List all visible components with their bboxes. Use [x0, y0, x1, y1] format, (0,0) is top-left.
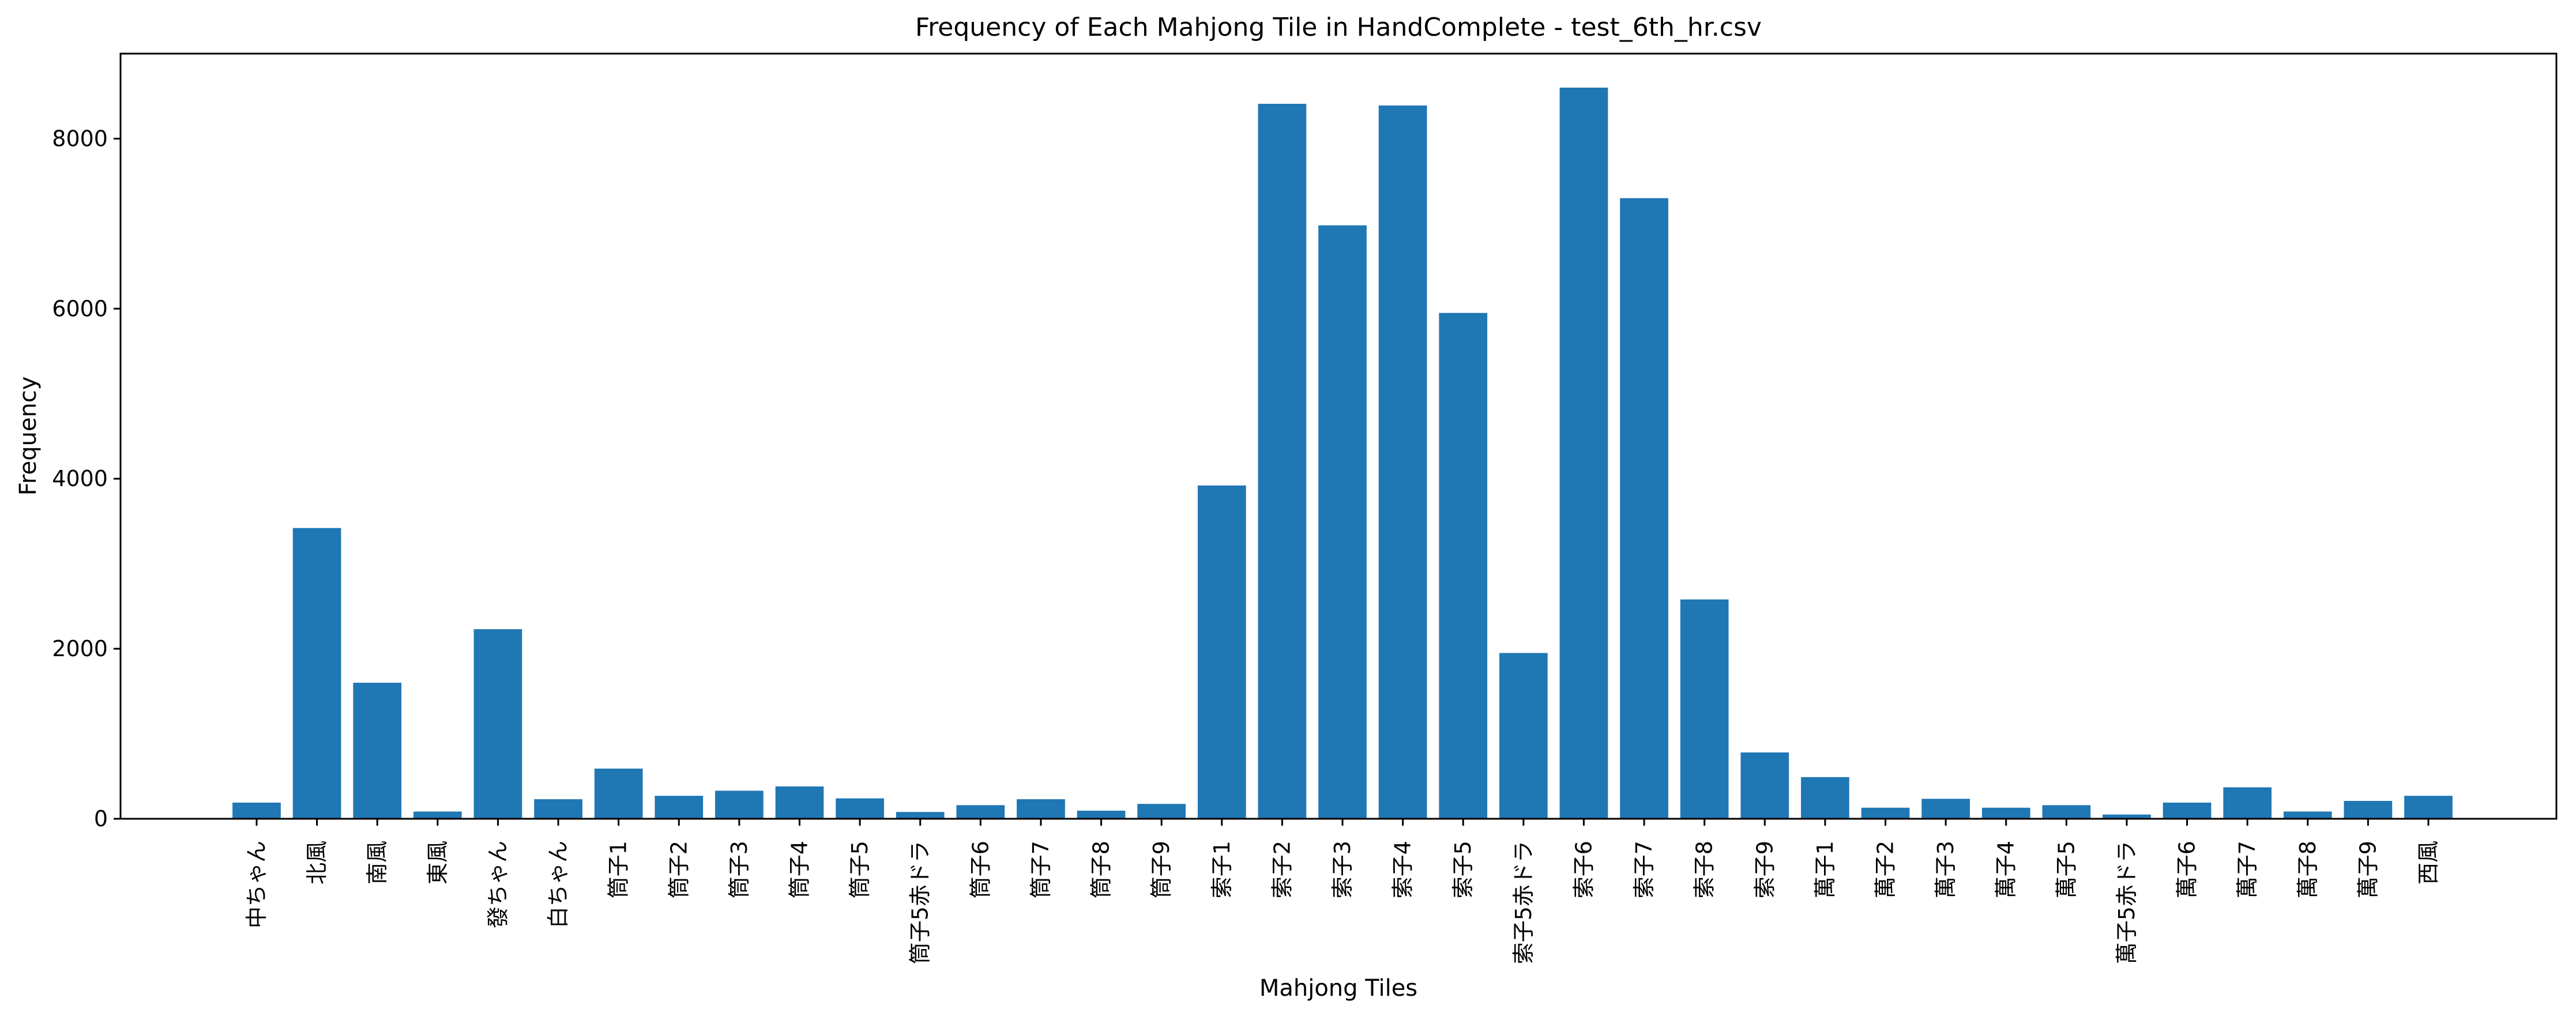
bar-8 [715, 791, 764, 819]
bar-1 [292, 528, 341, 819]
y-tick-label-1: 2000 [52, 636, 108, 661]
bar-24 [1680, 599, 1729, 819]
bar-22 [1559, 87, 1608, 819]
bar-13 [1017, 799, 1065, 819]
bar-15 [1137, 804, 1186, 819]
x-tick-label-20: 索子5 [1450, 841, 1476, 898]
bar-0 [232, 802, 281, 819]
x-tick-label-17: 索子2 [1269, 841, 1295, 898]
x-tick-label-23: 索子7 [1631, 841, 1657, 898]
x-tick-label-2: 南風 [364, 841, 390, 884]
bar-28 [1921, 799, 1970, 819]
bar-35 [2344, 801, 2393, 819]
x-tick-label-15: 筒子9 [1149, 841, 1174, 898]
bar-27 [1861, 807, 1910, 819]
x-tick-label-27: 萬子2 [1873, 841, 1898, 898]
bar-12 [956, 805, 1005, 819]
x-tick-label-1: 北風 [304, 841, 330, 884]
bar-7 [655, 796, 704, 819]
x-tick-label-22: 索子6 [1571, 841, 1596, 898]
bar-5 [534, 799, 582, 819]
bar-11 [896, 812, 945, 819]
x-tick-label-33: 萬子7 [2235, 841, 2260, 898]
bar-29 [1981, 807, 2030, 819]
bar-20 [1439, 313, 1488, 819]
x-tick-label-32: 萬子6 [2175, 841, 2200, 898]
bar-26 [1801, 777, 1849, 819]
x-tick-label-29: 萬子4 [1994, 841, 2019, 898]
bar-14 [1077, 810, 1126, 819]
bar-30 [2042, 805, 2091, 819]
x-tick-label-24: 索子8 [1692, 841, 1717, 898]
bar-34 [2283, 811, 2332, 819]
bar-23 [1620, 198, 1668, 819]
x-tick-label-6: 筒子1 [606, 841, 631, 898]
x-tick-label-31: 萬子5赤ドラ [2114, 841, 2139, 964]
x-tick-label-11: 筒子5赤ドラ [908, 841, 933, 964]
x-tick-label-12: 筒子6 [968, 841, 993, 898]
bar-4 [473, 629, 522, 819]
x-tick-label-18: 索子3 [1330, 841, 1355, 898]
x-tick-label-19: 索子4 [1390, 841, 1416, 898]
bar-2 [353, 683, 402, 819]
bar-21 [1499, 653, 1548, 819]
x-tick-label-3: 東風 [425, 841, 450, 884]
bar-10 [836, 798, 884, 819]
x-tick-label-16: 索子1 [1209, 841, 1235, 898]
bar-19 [1378, 105, 1427, 819]
bar-6 [594, 769, 643, 819]
x-tick-label-28: 萬子3 [1933, 841, 1958, 898]
bar-36 [2404, 796, 2453, 819]
bar-25 [1740, 752, 1789, 819]
x-tick-label-0: 中ちゃん [244, 841, 269, 928]
y-axis-label: Frequency [15, 377, 42, 496]
x-tick-label-36: 西風 [2416, 841, 2441, 884]
x-tick-label-30: 萬子5 [2054, 841, 2079, 898]
y-tick-label-4: 8000 [52, 126, 108, 151]
bar-32 [2163, 802, 2212, 819]
bar-16 [1197, 485, 1246, 819]
y-axis: 0 2000 4000 6000 8000 [52, 126, 121, 831]
bar-3 [413, 811, 462, 819]
chart-title: Frequency of Each Mahjong Tile in HandCo… [915, 13, 1762, 42]
y-tick-label-2: 4000 [52, 466, 108, 491]
x-tick-label-5: 白ちゃん [546, 841, 571, 928]
x-tick-label-26: 萬子1 [1812, 841, 1838, 898]
x-tick-label-35: 萬子9 [2355, 841, 2381, 898]
bar-9 [775, 786, 824, 819]
bar-33 [2223, 787, 2272, 819]
y-tick-label-3: 6000 [52, 296, 108, 321]
x-tick-label-14: 筒子8 [1089, 841, 1114, 898]
x-tick-label-9: 筒子4 [787, 841, 813, 898]
x-tick-label-25: 索子9 [1752, 841, 1777, 898]
x-axis-label: Mahjong Tiles [1259, 975, 1417, 1002]
bar-18 [1318, 225, 1367, 819]
x-tick-label-13: 筒子7 [1028, 841, 1054, 898]
x-axis: 中ちゃん 北風 南風 東風 發ちゃん 白ちゃん 筒子1 筒子2 筒子3 筒子4 筒子5 筒子5赤ドラ 筒… [244, 819, 2441, 964]
bars-group [232, 87, 2453, 819]
plot-frame [119, 52, 2558, 820]
y-tick-label-0: 0 [94, 806, 108, 831]
x-tick-label-4: 發ちゃん [485, 841, 510, 928]
x-tick-label-34: 萬子8 [2295, 841, 2321, 898]
bar-31 [2103, 814, 2151, 819]
x-tick-label-8: 筒子3 [727, 841, 752, 898]
x-tick-label-10: 筒子5 [847, 841, 873, 898]
bar-17 [1258, 103, 1307, 819]
x-tick-label-7: 筒子2 [666, 841, 691, 898]
x-tick-label-21: 索子5赤ドラ [1511, 841, 1536, 964]
